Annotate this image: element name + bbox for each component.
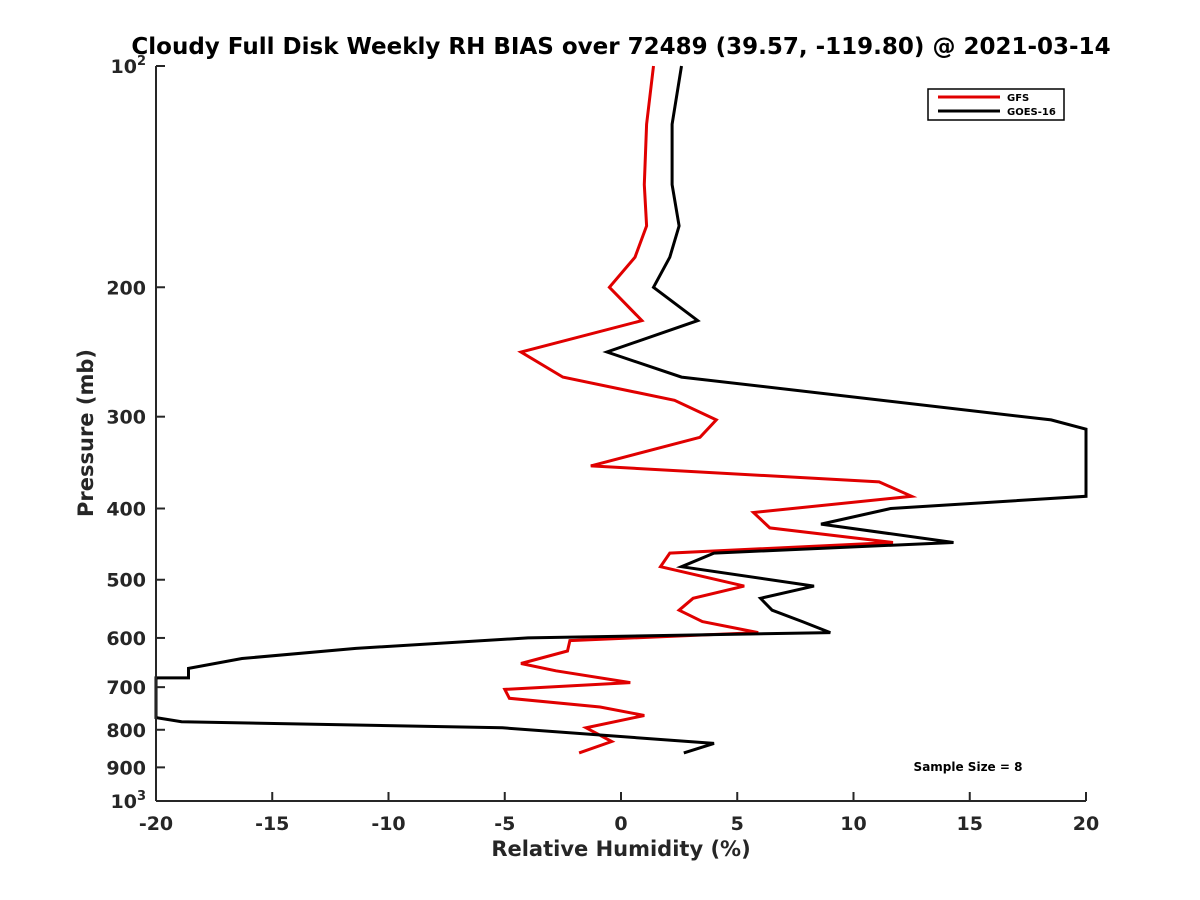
legend: GFS GOES-16 xyxy=(927,88,1065,121)
y-tick-label: 400 xyxy=(106,499,146,521)
x-tick-label: -15 xyxy=(255,813,289,835)
y-tick-label: 102 xyxy=(111,54,147,78)
y-axis-ticks: 102 200 300 400 500 600 700 800 900 103 xyxy=(106,54,165,813)
x-axis-ticks: -20 -15 -10 -5 0 5 10 15 20 xyxy=(139,792,1099,835)
x-axis-label: Relative Humidity (%) xyxy=(491,837,750,861)
legend-box xyxy=(927,88,1065,121)
x-tick-label: 15 xyxy=(957,813,983,835)
y-axis-label: Pressure (mb) xyxy=(74,349,98,517)
y-tick-label: 103 xyxy=(111,789,147,813)
chart-title: Cloudy Full Disk Weekly RH BIAS over 724… xyxy=(131,34,1110,60)
x-tick-label: 10 xyxy=(840,813,866,835)
x-tick-label: 0 xyxy=(614,813,627,835)
x-tick-label: -5 xyxy=(494,813,515,835)
x-tick-label: 20 xyxy=(1073,813,1099,835)
y-tick-label: 300 xyxy=(106,407,146,429)
series-layer xyxy=(154,65,1088,755)
y-tick-label: 700 xyxy=(106,677,146,699)
y-tick-label: 800 xyxy=(106,720,146,742)
y-tick-label: 200 xyxy=(106,277,146,299)
y-tick-label: 900 xyxy=(106,757,146,779)
x-tick-label: -20 xyxy=(139,813,173,835)
legend-label-goes16: GOES-16 xyxy=(1007,107,1056,118)
legend-label-gfs: GFS xyxy=(1007,93,1029,104)
series-line-gfs xyxy=(502,65,918,755)
plot-area: -20 -15 -10 -5 0 5 10 15 20 102 200 300 400 500 600 70… xyxy=(106,54,1099,835)
y-tick-label: 500 xyxy=(106,570,146,592)
sample-size-annotation: Sample Size = 8 xyxy=(914,760,1023,774)
x-tick-label: 5 xyxy=(731,813,744,835)
series-line-goes16 xyxy=(154,65,1088,755)
y-tick-label: 600 xyxy=(106,628,146,650)
x-tick-label: -10 xyxy=(371,813,405,835)
